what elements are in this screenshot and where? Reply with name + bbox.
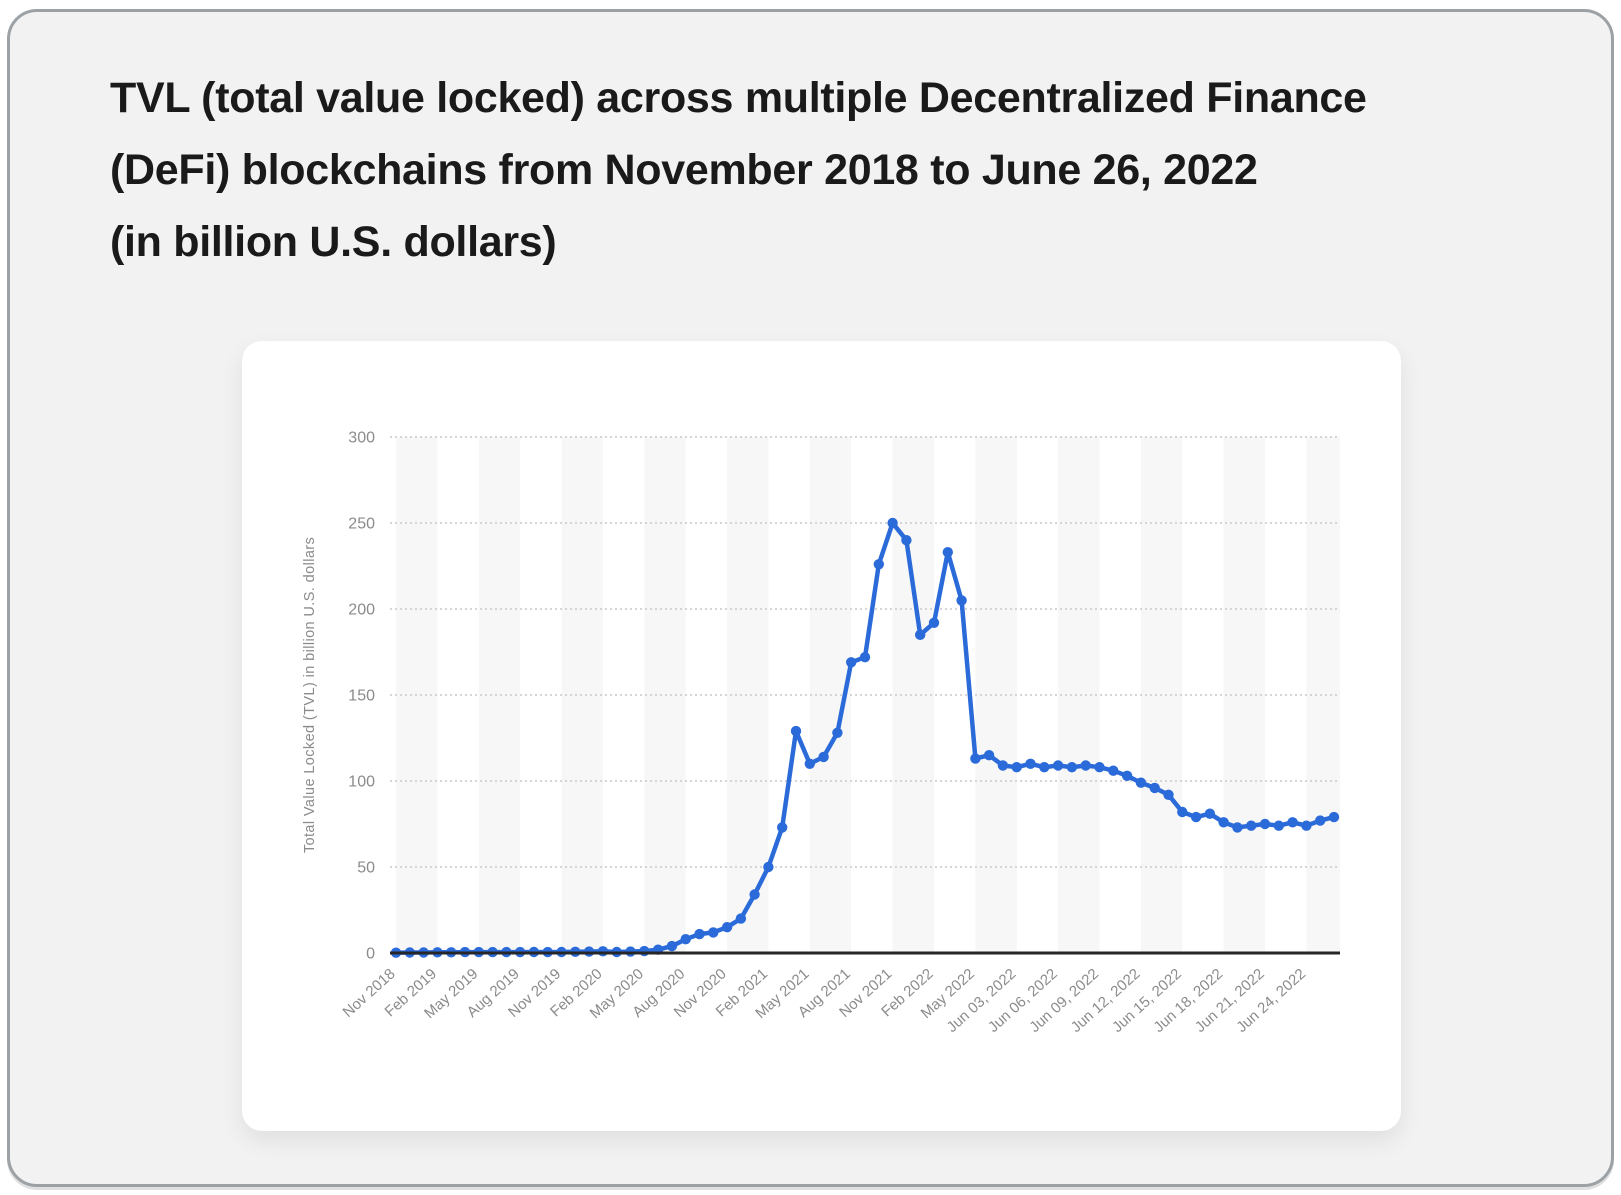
- data-point: [1232, 822, 1243, 833]
- y-tick-label: 0: [366, 946, 375, 963]
- data-point: [639, 945, 650, 957]
- data-point: [735, 913, 747, 924]
- data-point: [942, 547, 953, 558]
- data-point: [859, 652, 871, 663]
- data-point: [1066, 762, 1078, 773]
- data-point: [763, 861, 774, 873]
- data-point: [708, 927, 719, 938]
- background-stripes: [396, 437, 1340, 953]
- data-point: [997, 760, 1009, 771]
- y-axis-tick-labels: 0 50 100 150 200 250 300: [348, 430, 375, 963]
- y-tick-label: 100: [348, 774, 375, 791]
- data-point: [777, 822, 788, 833]
- data-point: [1218, 817, 1229, 828]
- data-point: [1246, 820, 1257, 831]
- data-point: [970, 753, 981, 764]
- tvl-line-series: [390, 517, 1340, 958]
- data-point: [1025, 758, 1036, 769]
- data-point: [1163, 789, 1174, 800]
- data-point: [721, 922, 733, 933]
- data-point: [680, 934, 691, 945]
- data-point: [1135, 777, 1147, 788]
- data-point: [1259, 818, 1271, 830]
- y-tick-label: 300: [348, 430, 375, 447]
- data-point: [956, 595, 967, 606]
- gridlines: [390, 436, 1340, 868]
- y-tick-label: 50: [357, 860, 375, 877]
- y-tick-label: 200: [348, 602, 375, 619]
- data-point: [1011, 762, 1022, 773]
- data-point: [1080, 760, 1091, 771]
- series-line: [393, 520, 1337, 955]
- page-title-line-3: (in billion U.S. dollars): [110, 218, 557, 266]
- data-point: [1328, 811, 1340, 823]
- chart-card: 0 50 100 150 200 250 300 Total Value Locked (TV…: [242, 341, 1401, 1131]
- y-tick-label: 250: [348, 516, 375, 533]
- data-point: [887, 517, 898, 529]
- data-point: [901, 535, 912, 546]
- y-axis-title: Total Value Locked (TVL) in billion U.S.…: [302, 537, 318, 853]
- data-point: [790, 725, 802, 737]
- data-point: [1315, 815, 1326, 826]
- data-point: [1121, 770, 1133, 781]
- data-point: [1204, 808, 1216, 819]
- data-point: [694, 928, 705, 940]
- data-point: [1177, 806, 1188, 818]
- data-point: [1039, 762, 1050, 773]
- page-title-line-1: TVL (total value locked) across multiple…: [110, 74, 1367, 122]
- data-point: [983, 750, 995, 761]
- data-point: [832, 727, 843, 738]
- data-point: [597, 946, 609, 957]
- page-title: TVL (total value locked) across multiple…: [110, 62, 1530, 278]
- data-point: [804, 758, 815, 769]
- y-tick-label: 150: [348, 688, 375, 705]
- data-point: [666, 940, 678, 952]
- data-point: [873, 559, 884, 570]
- data-point: [749, 889, 760, 900]
- data-point: [1273, 820, 1285, 831]
- data-point: [1190, 811, 1202, 823]
- tvl-chart-svg: 0 50 100 150 200 250 300 Total Value Locked (TV…: [302, 430, 1340, 1036]
- page-title-line-2: (DeFi) blockchains from November 2018 to…: [110, 146, 1258, 194]
- data-point: [1052, 760, 1064, 771]
- data-point: [1301, 820, 1312, 831]
- data-point: [1287, 817, 1298, 828]
- data-point: [915, 629, 926, 640]
- data-point: [1094, 762, 1105, 773]
- data-point: [846, 657, 857, 668]
- data-point: [1108, 765, 1119, 776]
- data-point: [928, 617, 940, 628]
- data-point: [1149, 782, 1160, 794]
- data-point: [818, 751, 829, 763]
